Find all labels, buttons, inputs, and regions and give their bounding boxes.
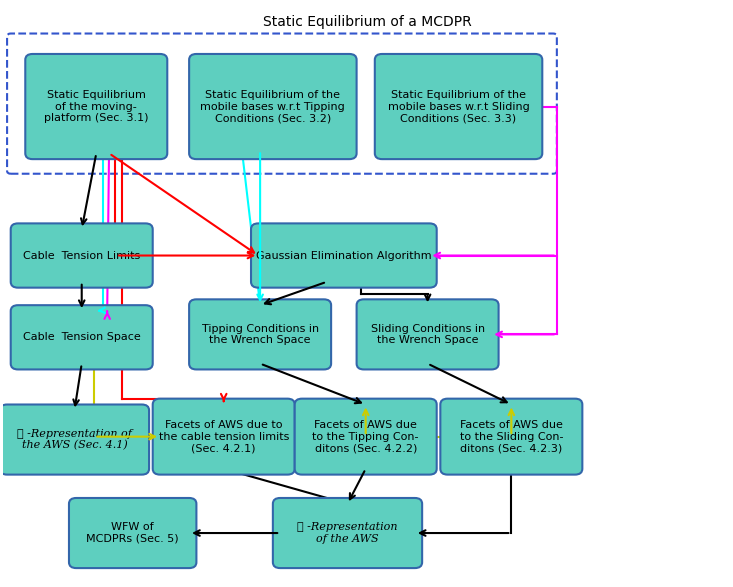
FancyBboxPatch shape [356,299,498,369]
Text: Static Equilibrium
of the moving-
platform (Sec. 3.1): Static Equilibrium of the moving- platfo… [44,90,149,123]
Text: Facets of AWS due
to the Sliding Con-
ditons (Sec. 4.2.3): Facets of AWS due to the Sliding Con- di… [460,420,563,453]
FancyBboxPatch shape [69,498,196,568]
Text: Static Equilibrium of the
mobile bases w.r.t Sliding
Conditions (Sec. 3.3): Static Equilibrium of the mobile bases w… [388,90,529,123]
FancyBboxPatch shape [11,224,152,288]
Text: Gaussian Elimination Algorithm: Gaussian Elimination Algorithm [256,251,432,261]
FancyBboxPatch shape [441,399,582,475]
FancyBboxPatch shape [11,305,152,369]
Text: WFW of
MCDPRs (Sec. 5): WFW of MCDPRs (Sec. 5) [86,522,179,544]
Text: Sliding Conditions in
the Wrench Space: Sliding Conditions in the Wrench Space [371,323,485,345]
FancyBboxPatch shape [273,498,422,568]
FancyBboxPatch shape [295,399,437,475]
FancyBboxPatch shape [251,224,437,288]
FancyBboxPatch shape [189,54,356,159]
FancyBboxPatch shape [375,54,542,159]
FancyBboxPatch shape [152,399,295,475]
Text: Cable  Tension Space: Cable Tension Space [23,332,141,342]
Text: ℛ -Representation of
the AWS (Sec. 4.1): ℛ -Representation of the AWS (Sec. 4.1) [17,429,132,451]
Text: Static Equilibrium of the
mobile bases w.r.t Tipping
Conditions (Sec. 3.2): Static Equilibrium of the mobile bases w… [201,90,345,123]
FancyBboxPatch shape [189,299,331,369]
Text: Facets of AWS due to
the cable tension limits
(Sec. 4.2.1): Facets of AWS due to the cable tension l… [158,420,289,453]
Text: Tipping Conditions in
the Wrench Space: Tipping Conditions in the Wrench Space [202,323,319,345]
FancyBboxPatch shape [25,54,167,159]
Text: ℋ -Representation
of the AWS: ℋ -Representation of the AWS [298,522,398,544]
Text: Cable  Tension Limits: Cable Tension Limits [23,251,140,261]
Text: Static Equilibrium of a MCDPR: Static Equilibrium of a MCDPR [263,15,472,29]
Text: Facets of AWS due
to the Tipping Con-
ditons (Sec. 4.2.2): Facets of AWS due to the Tipping Con- di… [312,420,419,453]
FancyBboxPatch shape [0,404,149,475]
